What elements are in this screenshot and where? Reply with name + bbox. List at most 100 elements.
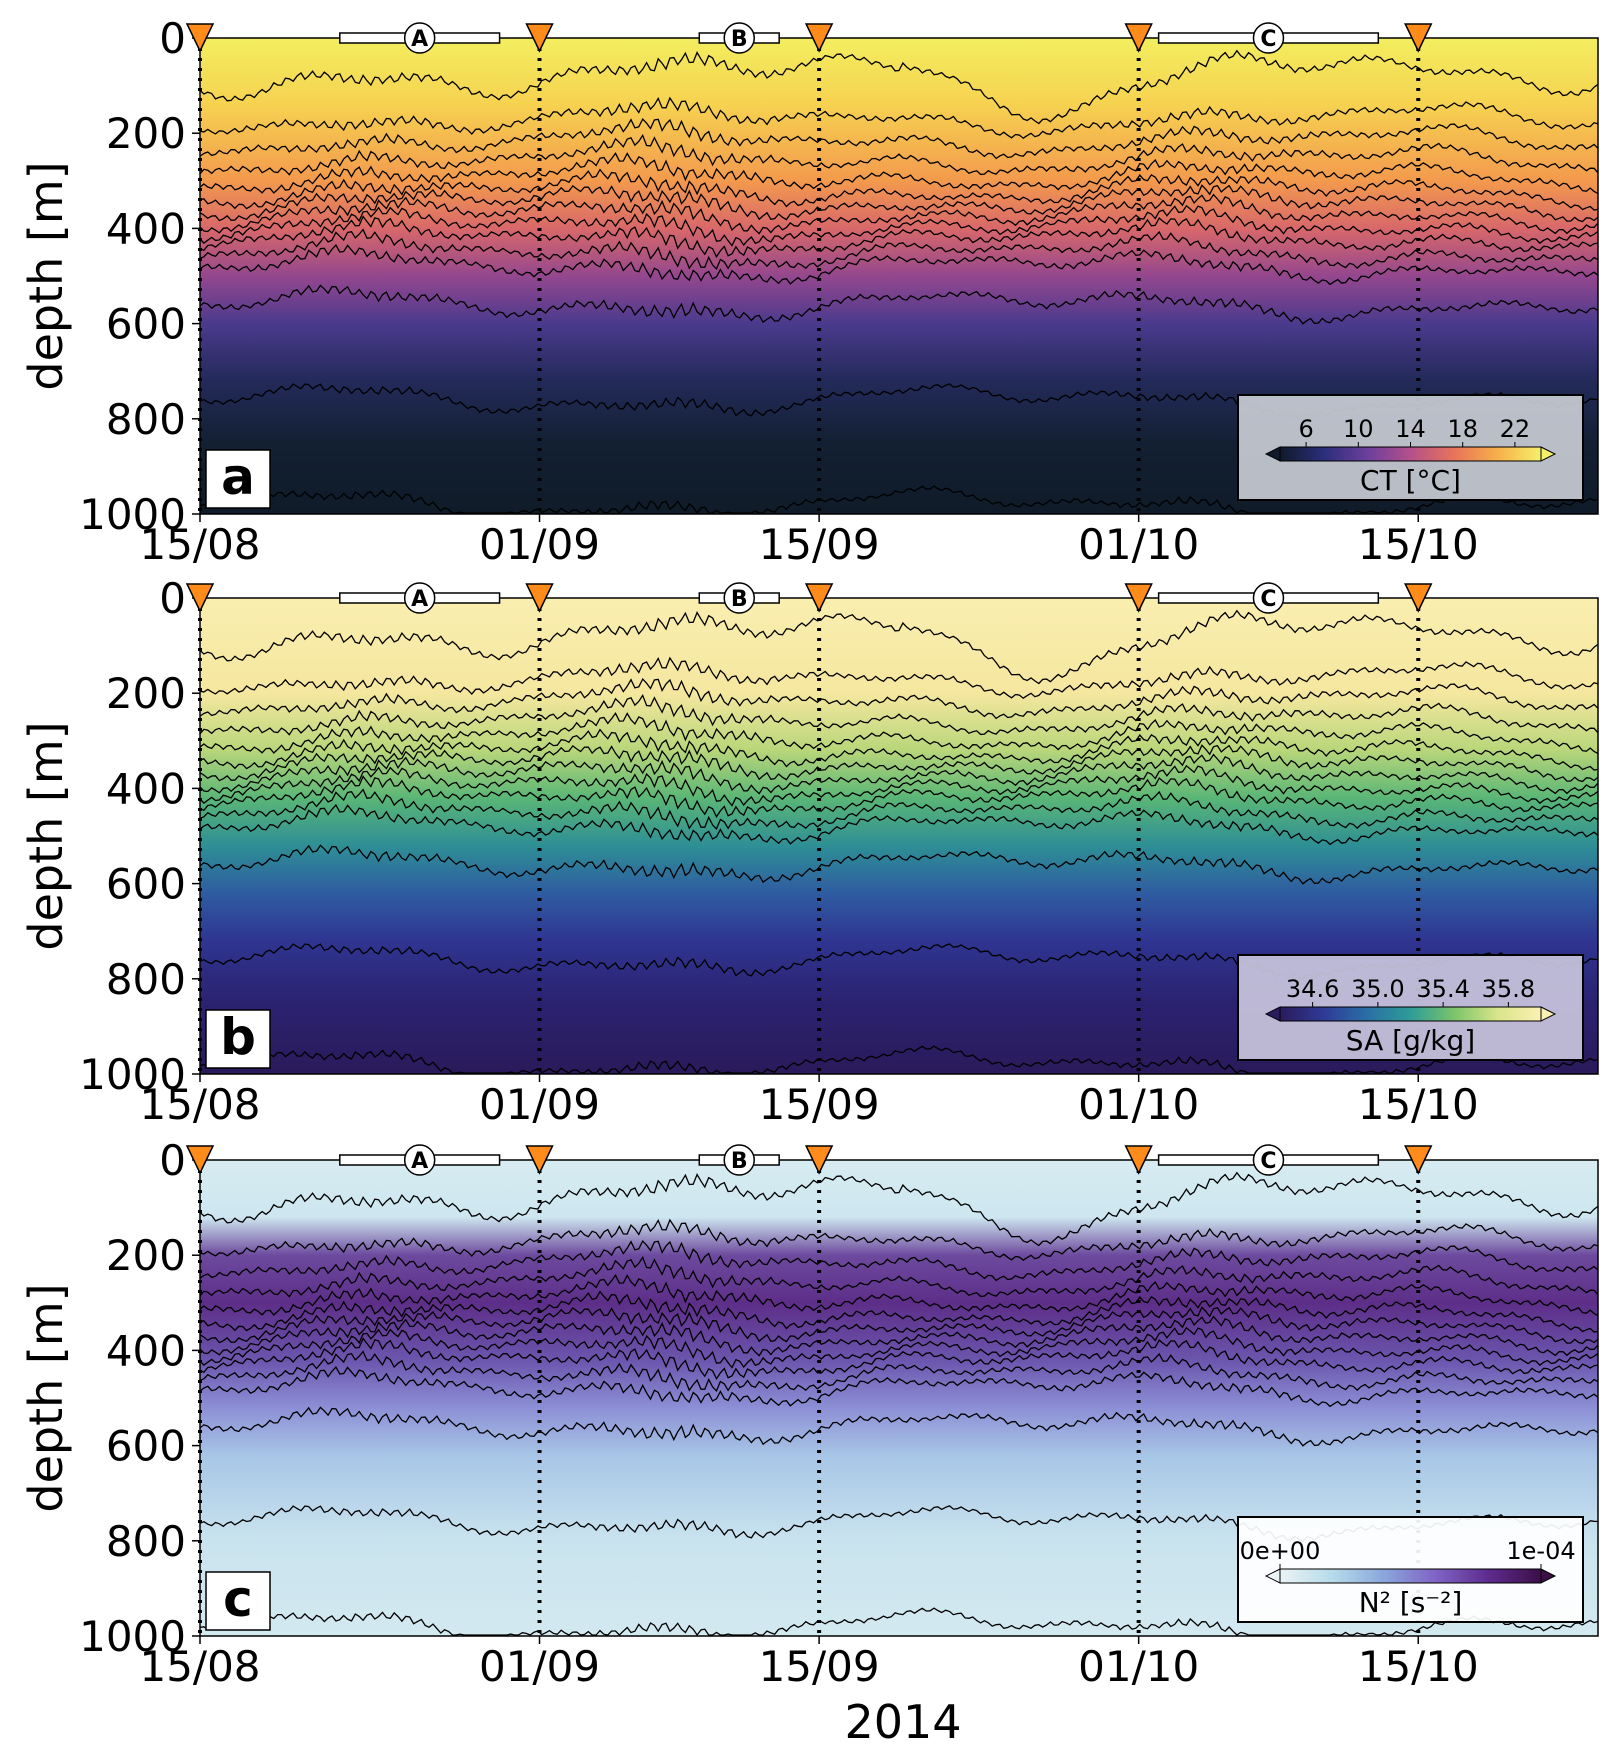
isoline	[200, 96, 1598, 140]
deployment-triangle	[1124, 583, 1153, 613]
axes-frame	[199, 1159, 1599, 1637]
panel-letter-box	[205, 1571, 271, 1631]
y-tick-label: 400	[106, 204, 186, 253]
isoline	[200, 1274, 1598, 1317]
y-tick-label: 0	[159, 1136, 186, 1185]
x-tick-label: 15/10	[1358, 1642, 1479, 1691]
isoline	[200, 744, 1598, 783]
axes-frame	[199, 37, 1599, 515]
x-tick-label: 15/09	[759, 1642, 880, 1691]
panel-b: 0 200 400 600 800 1000 depth [m] 15/08 01/09 15/0…	[19, 574, 1599, 1129]
isoline	[200, 485, 1598, 514]
isoline	[200, 1306, 1598, 1345]
period-circle	[1252, 582, 1285, 614]
colorbar-extend-low	[1264, 1568, 1281, 1584]
deployment-triangle	[185, 23, 215, 53]
y-tick-label: 600	[106, 1422, 186, 1471]
isoline	[200, 244, 1598, 286]
colorbar-tick-label: 10	[1343, 415, 1374, 443]
y-tick-label: 800	[106, 1517, 186, 1566]
x-tick-label: 15/09	[759, 520, 880, 569]
isoline	[200, 693, 1598, 736]
y-tick-label: 200	[106, 109, 186, 158]
period-label: C	[1260, 1149, 1276, 1174]
colorbar-tick-label: 22	[1500, 415, 1531, 443]
y-tick-label: 200	[106, 1231, 186, 1280]
period-circle	[403, 22, 436, 54]
isoline	[200, 1218, 1598, 1262]
period-circle	[723, 582, 755, 614]
isoline	[200, 1350, 1598, 1393]
period-label: B	[731, 27, 748, 52]
panel-letter: b	[220, 1008, 256, 1066]
period-circle	[1252, 22, 1285, 54]
isoline	[200, 788, 1598, 831]
x-tick-label: 15/10	[1358, 1080, 1479, 1129]
y-tick-label: 0	[159, 574, 186, 623]
colorbar-tick-label: 34.6	[1286, 975, 1339, 1003]
isoline	[200, 728, 1598, 771]
isoline	[200, 204, 1598, 247]
isolines	[200, 1171, 1598, 1636]
y-tick-label: 1000	[79, 490, 186, 539]
isoline	[200, 1366, 1598, 1408]
deployment-triangle	[1124, 23, 1153, 53]
period-label: A	[411, 587, 428, 612]
period-label: A	[411, 1149, 428, 1174]
isoline	[200, 1326, 1598, 1369]
isoline	[200, 1406, 1598, 1447]
isoline	[200, 193, 1598, 235]
isoline	[200, 1239, 1598, 1282]
isoline	[200, 168, 1598, 211]
colorbar-tick-label: 6	[1298, 415, 1313, 443]
isoline	[200, 1607, 1598, 1636]
deployment-triangle	[1124, 1145, 1153, 1175]
isoline	[200, 133, 1598, 176]
colorbar-tick-label: 35.8	[1482, 975, 1535, 1003]
isoline	[200, 49, 1598, 125]
x-axis-label: 2014	[844, 1695, 961, 1749]
period-circle	[403, 1144, 436, 1176]
x-tick-label: 01/09	[479, 520, 600, 569]
panel-c: 0 200 400 600 800 1000 depth [m] 15/08 01/09 15/0…	[19, 1136, 1599, 1691]
colorbar-extend-high	[1540, 446, 1557, 462]
y-axis-label: depth [m]	[19, 721, 73, 950]
panel-letter-box	[205, 1009, 271, 1069]
x-tick-label: 15/09	[759, 1080, 880, 1129]
y-tick-label: 800	[106, 955, 186, 1004]
colorbar	[1279, 1568, 1542, 1584]
y-tick-label: 600	[106, 860, 186, 909]
y-tick-label: 400	[106, 1326, 186, 1375]
deployment-triangle	[804, 583, 834, 613]
isoline	[200, 152, 1598, 195]
deployment-triangle	[525, 23, 554, 53]
colorbar-tick-label: 1e-04	[1506, 1537, 1575, 1565]
isoline	[200, 1045, 1598, 1074]
panel-letter: c	[223, 1570, 253, 1628]
isoline	[200, 1315, 1598, 1357]
period-circle	[403, 582, 436, 614]
colorbar-tick-label: 35.4	[1416, 975, 1469, 1003]
isoline	[200, 1255, 1598, 1298]
isoline	[200, 117, 1598, 160]
deployment-triangle	[185, 583, 215, 613]
isoline	[200, 712, 1598, 755]
colorbar-label: SA [g/kg]	[1346, 1024, 1475, 1057]
deployment-triangle	[804, 23, 834, 53]
isoline	[200, 775, 1598, 819]
colorbar	[1279, 1006, 1542, 1022]
deployment-triangle	[525, 1145, 554, 1175]
x-tick-label: 01/09	[479, 1642, 600, 1691]
colorbar-extend-high	[1540, 1006, 1557, 1022]
colorbar	[1279, 446, 1542, 462]
panel-letter: a	[221, 448, 255, 506]
period-label: B	[731, 1149, 748, 1174]
deployment-triangle	[804, 1145, 834, 1175]
panel-letter-box	[205, 449, 271, 509]
isoline	[200, 753, 1598, 795]
deployment-triangle	[525, 583, 554, 613]
colorbar-extend-low	[1264, 1006, 1281, 1022]
x-tick-label: 15/10	[1358, 520, 1479, 569]
isoline	[200, 844, 1598, 885]
